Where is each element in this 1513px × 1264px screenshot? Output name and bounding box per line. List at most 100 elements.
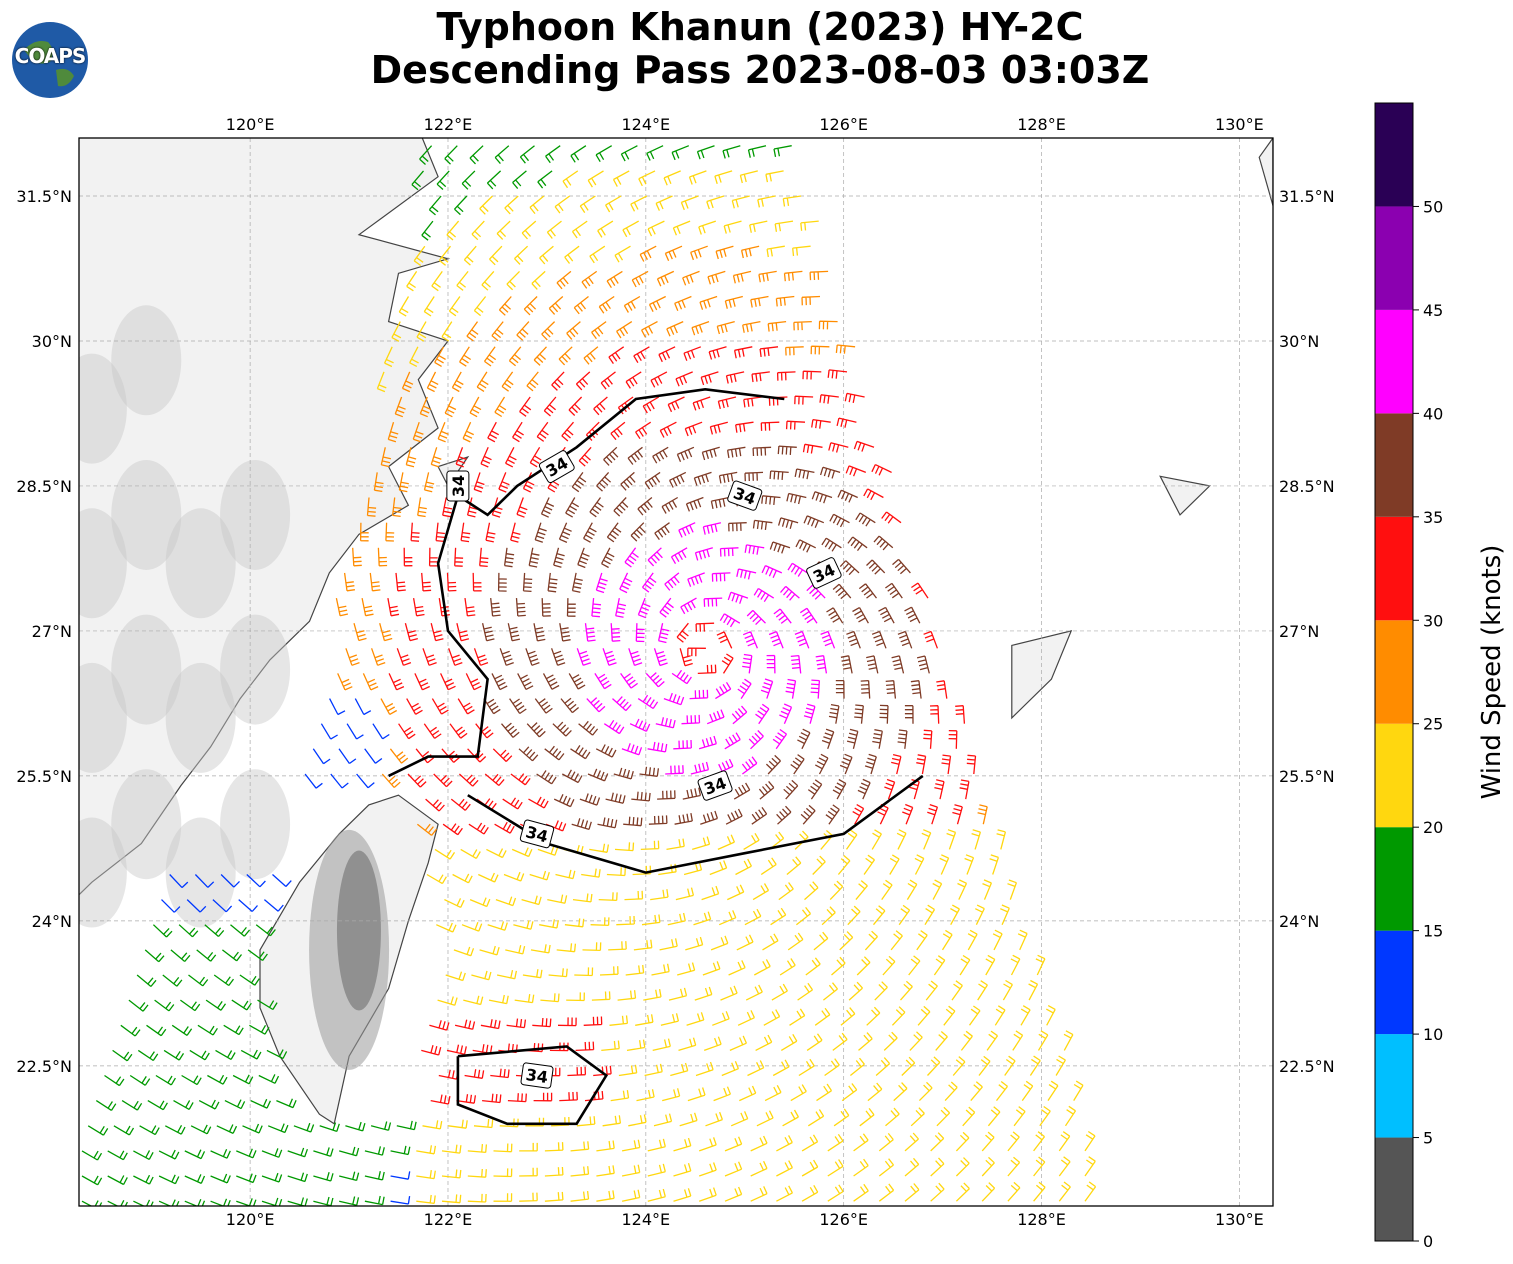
wind-barb [971, 829, 982, 850]
wind-barb [730, 1111, 749, 1127]
wind-barb [583, 522, 597, 543]
wind-barb [469, 145, 484, 165]
wind-barb [746, 609, 766, 626]
wind-barb [755, 703, 770, 725]
wind-barb [381, 773, 401, 788]
wind-barb [737, 1010, 755, 1026]
wind-barb [561, 769, 583, 784]
wind-barb [729, 1035, 747, 1051]
wind-barb [669, 471, 687, 488]
wind-barb [878, 1132, 894, 1152]
wind-barb [717, 396, 737, 410]
wind-barb [1029, 1055, 1041, 1076]
wind-barb [744, 908, 762, 926]
wind-barb [494, 396, 507, 418]
wind-barb [673, 1137, 692, 1152]
wind-barb [533, 623, 546, 642]
wind-barb [878, 606, 895, 624]
wind-barb [596, 1165, 615, 1177]
wind-barb [776, 805, 792, 825]
wind-barb [660, 1013, 680, 1026]
wind-barb [841, 1083, 858, 1102]
wind-barb [391, 497, 402, 518]
wind-barb [785, 420, 806, 430]
wind-barb [107, 1175, 128, 1186]
wind-barb [614, 842, 635, 852]
wind-barb [1000, 904, 1010, 925]
wind-barb [663, 692, 685, 706]
wind-barb [687, 1087, 706, 1102]
wind-barb [537, 170, 553, 189]
wind-barb [553, 547, 565, 568]
wind-barb [828, 442, 849, 453]
wind-barb [1017, 929, 1028, 951]
colorbar-segment [1375, 516, 1413, 621]
wind-barb [136, 974, 157, 987]
wind-barb [780, 1033, 798, 1051]
wind-barb [469, 396, 482, 418]
wind-barb [463, 995, 484, 1006]
wind-barb [761, 495, 781, 505]
wind-barb [610, 421, 626, 441]
wind-barb [794, 630, 810, 649]
wind-barb [939, 854, 950, 875]
wind-barb [742, 653, 753, 674]
wind-barb [800, 804, 816, 825]
colorbar-segment [1375, 1034, 1413, 1138]
wind-barb [644, 471, 661, 490]
wind-barb [146, 1024, 167, 1037]
wind-barb [648, 815, 668, 825]
wind-barb [346, 723, 364, 740]
wind-barb [398, 296, 410, 317]
wind-barb [596, 1140, 615, 1152]
wind-barb [819, 466, 841, 479]
wind-barb [595, 572, 608, 594]
wind-barb [852, 804, 865, 825]
colorbar-tick-label: 20 [1423, 818, 1443, 837]
wind-barb [606, 270, 623, 289]
wind-barb [566, 598, 576, 617]
wind-barb [916, 930, 928, 951]
wind-barb [810, 679, 821, 699]
contour-label-box [727, 480, 763, 511]
wind-barb [1058, 1181, 1071, 1202]
wind-barb [742, 631, 759, 649]
wind-barb [827, 1184, 844, 1202]
wind-barb [107, 1150, 128, 1161]
wind-barb [879, 704, 889, 724]
wind-barb [566, 992, 585, 1002]
wind-barb [499, 648, 514, 666]
wind-barb [803, 703, 816, 724]
wind-barb [827, 369, 848, 379]
wind-barb [493, 1193, 513, 1202]
wind-barb [534, 522, 547, 543]
wind-barb [982, 879, 993, 900]
wind-barb [448, 296, 461, 317]
wind-barb [827, 1133, 844, 1152]
wind-barb [721, 653, 734, 674]
wind-barb [739, 1085, 757, 1102]
wind-barb [578, 720, 599, 736]
wind-barb [663, 170, 681, 186]
wind-barb [702, 522, 722, 535]
colorbar-frame [1374, 102, 1414, 1242]
wind-barb [930, 1157, 945, 1177]
wind-barb [606, 522, 622, 543]
wind-barb [559, 623, 571, 642]
wind-barb [519, 396, 532, 417]
wind-barb [476, 371, 489, 392]
wind-barb [676, 446, 695, 462]
wind-barb [640, 840, 660, 851]
wind-barb [651, 963, 670, 976]
wind-barb [910, 1107, 925, 1127]
wind-barb [429, 1020, 450, 1031]
wind-barb [236, 1173, 257, 1184]
wind-barb [158, 1149, 180, 1160]
wind-barb [737, 678, 752, 699]
wind-barb [845, 465, 867, 477]
wind-barb [456, 1094, 477, 1104]
wind-barb [519, 145, 535, 164]
wind-barb [471, 220, 485, 241]
wind-barb [335, 597, 349, 617]
wind-barb [583, 346, 599, 365]
